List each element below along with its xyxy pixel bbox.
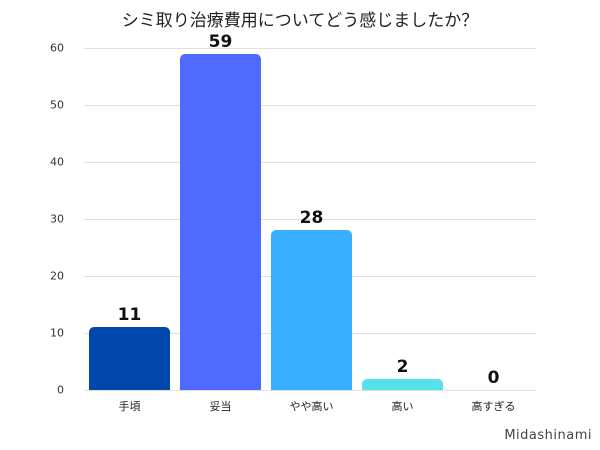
- bar: [89, 327, 170, 390]
- x-tick-label: 高すぎる: [471, 400, 516, 413]
- gridline: [84, 219, 536, 220]
- x-tick-label: 高い: [391, 400, 414, 413]
- gridline: [84, 162, 536, 163]
- chart-title: シミ取り治療費用についてどう感じましたか？: [121, 11, 479, 31]
- bar: [271, 230, 352, 390]
- gridline: [84, 390, 536, 391]
- bar-value-label: 2: [396, 356, 409, 377]
- y-tick-label: 60: [50, 41, 64, 55]
- bar-value-label: 28: [299, 208, 324, 229]
- bar: [362, 378, 443, 390]
- y-tick-label: 30: [50, 212, 64, 226]
- bar-value-label: 59: [208, 31, 233, 52]
- bar-value-label: 11: [117, 305, 142, 326]
- y-tick-label: 40: [50, 155, 64, 169]
- gridline: [84, 105, 536, 106]
- plot-area: 11 59 28 2 0: [84, 32, 536, 391]
- gridline: [84, 48, 536, 49]
- x-tick-label: やや高い: [289, 400, 334, 413]
- bar: [180, 53, 261, 390]
- y-tick-label: 10: [50, 326, 64, 340]
- y-tick-label: 50: [50, 98, 64, 112]
- y-tick-label: 20: [50, 269, 64, 283]
- bar-value-label: 0: [487, 368, 500, 388]
- watermark: Midashinami: [504, 428, 592, 443]
- x-tick-label: 妥当: [209, 400, 232, 413]
- x-tick-label: 手頃: [118, 400, 141, 413]
- y-tick-label: 0: [57, 383, 64, 397]
